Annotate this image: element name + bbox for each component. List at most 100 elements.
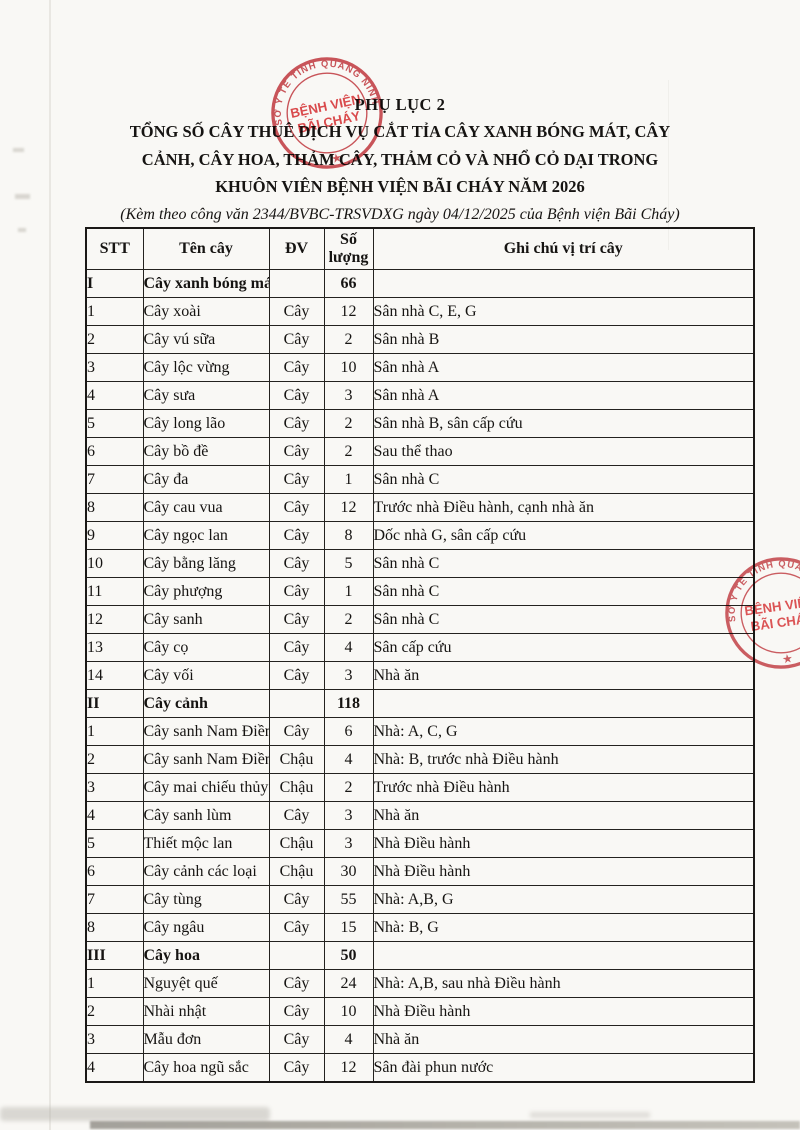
- cell-so-luong: 5: [323, 549, 374, 578]
- cell-ghi-chu: Nhà: A,B, G: [372, 885, 755, 914]
- cell-ghi-chu: Nhà Điều hành: [372, 829, 755, 858]
- cell-stt: 1: [85, 969, 144, 998]
- cell-stt: II: [85, 689, 144, 718]
- cell-so-luong: 10: [323, 353, 374, 382]
- cell-ghi-chu: [372, 941, 755, 970]
- cell-stt: 2: [85, 997, 144, 1026]
- cell-ten-cay: Cây cọ: [142, 633, 270, 662]
- cell-ghi-chu: Sân cấp cứu: [372, 633, 755, 662]
- cell-dv: Cây: [268, 493, 325, 522]
- cell-so-luong: 2: [323, 437, 374, 466]
- cell-so-luong: 1: [323, 465, 374, 494]
- table-row: 10 Cây bằng lăng Cây 5 Sân nhà C: [85, 549, 755, 578]
- cell-ten-cay: Cây tùng: [142, 885, 270, 914]
- cell-ghi-chu: Trước nhà Điều hành: [372, 773, 755, 802]
- cell-ghi-chu: Nhà Điều hành: [372, 857, 755, 886]
- cell-dv: Cây: [268, 437, 325, 466]
- stamp-star-icon: ★: [782, 654, 793, 666]
- cell-ten-cay: Cây ngọc lan: [142, 521, 270, 550]
- cell-ten-cay: Cây cảnh: [142, 689, 270, 718]
- cell-stt: 2: [85, 745, 144, 774]
- cell-so-luong: 12: [323, 297, 374, 326]
- cell-ghi-chu: Nhà: A, C, G: [372, 717, 755, 746]
- cell-ghi-chu: Sân nhà C: [372, 577, 755, 606]
- cell-dv: Chậu: [268, 745, 325, 774]
- cell-dv: Cây: [268, 969, 325, 998]
- column-header-ghi-chu: Ghi chú vị trí cây: [372, 227, 755, 270]
- cell-dv: [268, 689, 325, 718]
- table-row: 3 Cây lộc vừng Cây 10 Sân nhà A: [85, 353, 755, 382]
- cell-stt: 4: [85, 1053, 144, 1083]
- cell-ghi-chu: Nhà: A,B, sau nhà Điều hành: [372, 969, 755, 998]
- cell-ten-cay: Thiết mộc lan: [142, 829, 270, 858]
- table-row: 7 Cây tùng Cây 55 Nhà: A,B, G: [85, 885, 755, 914]
- cell-ten-cay: Nguyệt quế: [142, 969, 270, 998]
- column-header-stt: STT: [85, 227, 144, 270]
- tree-inventory-table: STT Tên cây ĐV Số lượng Ghi chú vị trí c…: [85, 227, 755, 1083]
- stamp-center-line-2: BÃI CHÁY: [750, 610, 800, 634]
- table-row: 3 Mẫu đơn Cây 4 Nhà ăn: [85, 1025, 755, 1054]
- cell-so-luong: 24: [323, 969, 374, 998]
- cell-so-luong: 4: [323, 745, 374, 774]
- cell-ten-cay: Cây sanh Nam Điền: [142, 717, 270, 746]
- cell-ghi-chu: Nhà ăn: [372, 801, 755, 830]
- table-row: 4 Cây sanh lùm Cây 3 Nhà ăn: [85, 801, 755, 830]
- cell-ghi-chu: Sân nhà C: [372, 465, 755, 494]
- cell-ten-cay: Cây cau vua: [142, 493, 270, 522]
- column-header-dv: ĐV: [268, 227, 325, 270]
- cell-dv: Cây: [268, 521, 325, 550]
- cell-ghi-chu: [372, 689, 755, 718]
- cell-so-luong: 12: [323, 493, 374, 522]
- cell-ten-cay: Cây mai chiếu thủy: [142, 773, 270, 802]
- cell-ghi-chu: Sân nhà B: [372, 325, 755, 354]
- table-row: 1 Nguyệt quế Cây 24 Nhà: A,B, sau nhà Đi…: [85, 969, 755, 998]
- cell-stt: 4: [85, 801, 144, 830]
- table-row: 5 Cây long lão Cây 2 Sân nhà B, sân cấp …: [85, 409, 755, 438]
- cell-so-luong: 3: [323, 801, 374, 830]
- table-row: 12 Cây sanh Cây 2 Sân nhà C: [85, 605, 755, 634]
- cell-dv: Cây: [268, 381, 325, 410]
- cell-stt: 3: [85, 1025, 144, 1054]
- cell-stt: I: [85, 269, 144, 298]
- cell-ten-cay: Cây hoa: [142, 941, 270, 970]
- cell-dv: Cây: [268, 913, 325, 942]
- cell-ghi-chu: Sân nhà B, sân cấp cứu: [372, 409, 755, 438]
- cell-ghi-chu: Trước nhà Điều hành, cạnh nhà ăn: [372, 493, 755, 522]
- cell-dv: Cây: [268, 801, 325, 830]
- cell-stt: 1: [85, 717, 144, 746]
- cell-dv: Cây: [268, 353, 325, 382]
- cell-ten-cay: Cây hoa ngũ sắc: [142, 1053, 270, 1083]
- cell-so-luong: 2: [323, 773, 374, 802]
- cell-ghi-chu: [372, 269, 755, 298]
- table-row: 2 Cây sanh Nam Điền Chậu 4 Nhà: B, trước…: [85, 745, 755, 774]
- table-row: 2 Cây vú sữa Cây 2 Sân nhà B: [85, 325, 755, 354]
- table-row: 13 Cây cọ Cây 4 Sân cấp cứu: [85, 633, 755, 662]
- cell-dv: Cây: [268, 325, 325, 354]
- table-row: 4 Cây hoa ngũ sắc Cây 12 Sân đài phun nư…: [85, 1053, 755, 1083]
- cell-dv: Chậu: [268, 857, 325, 886]
- cell-stt: 3: [85, 353, 144, 382]
- cell-ten-cay: Cây bồ đề: [142, 437, 270, 466]
- cell-ghi-chu: Sân nhà A: [372, 353, 755, 382]
- cell-stt: 10: [85, 549, 144, 578]
- cell-so-luong: 1: [323, 577, 374, 606]
- cell-so-luong: 2: [323, 409, 374, 438]
- cell-ten-cay: Cây sanh lùm: [142, 801, 270, 830]
- document-title-line-2: CẢNH, CÂY HOA, THẢM CÂY, THẢM CỎ VÀ NHỔ …: [141, 149, 659, 169]
- document-title-line-3: KHUÔN VIÊN BỆNH VIỆN BÃI CHÁY NĂM 2026: [215, 177, 585, 197]
- scan-artifact-bottom-line: [90, 1121, 800, 1129]
- cell-ten-cay: Cây đa: [142, 465, 270, 494]
- table-row: I Cây xanh bóng mát 66: [85, 269, 755, 298]
- cell-ghi-chu: Sân nhà C, E, G: [372, 297, 755, 326]
- cell-so-luong: 2: [323, 605, 374, 634]
- cell-stt: 6: [85, 857, 144, 886]
- cell-stt: 5: [85, 829, 144, 858]
- document-title-line-1: TỔNG SỐ CÂY THUÊ DỊCH VỤ CẮT TỈA CÂY XAN…: [129, 122, 671, 142]
- cell-ten-cay: Cây sanh Nam Điền: [142, 745, 270, 774]
- cell-dv: [268, 269, 325, 298]
- cell-ten-cay: Mẫu đơn: [142, 1025, 270, 1054]
- cell-dv: Cây: [268, 997, 325, 1026]
- cell-dv: Cây: [268, 1025, 325, 1054]
- cell-ghi-chu: Nhà: B, G: [372, 913, 755, 942]
